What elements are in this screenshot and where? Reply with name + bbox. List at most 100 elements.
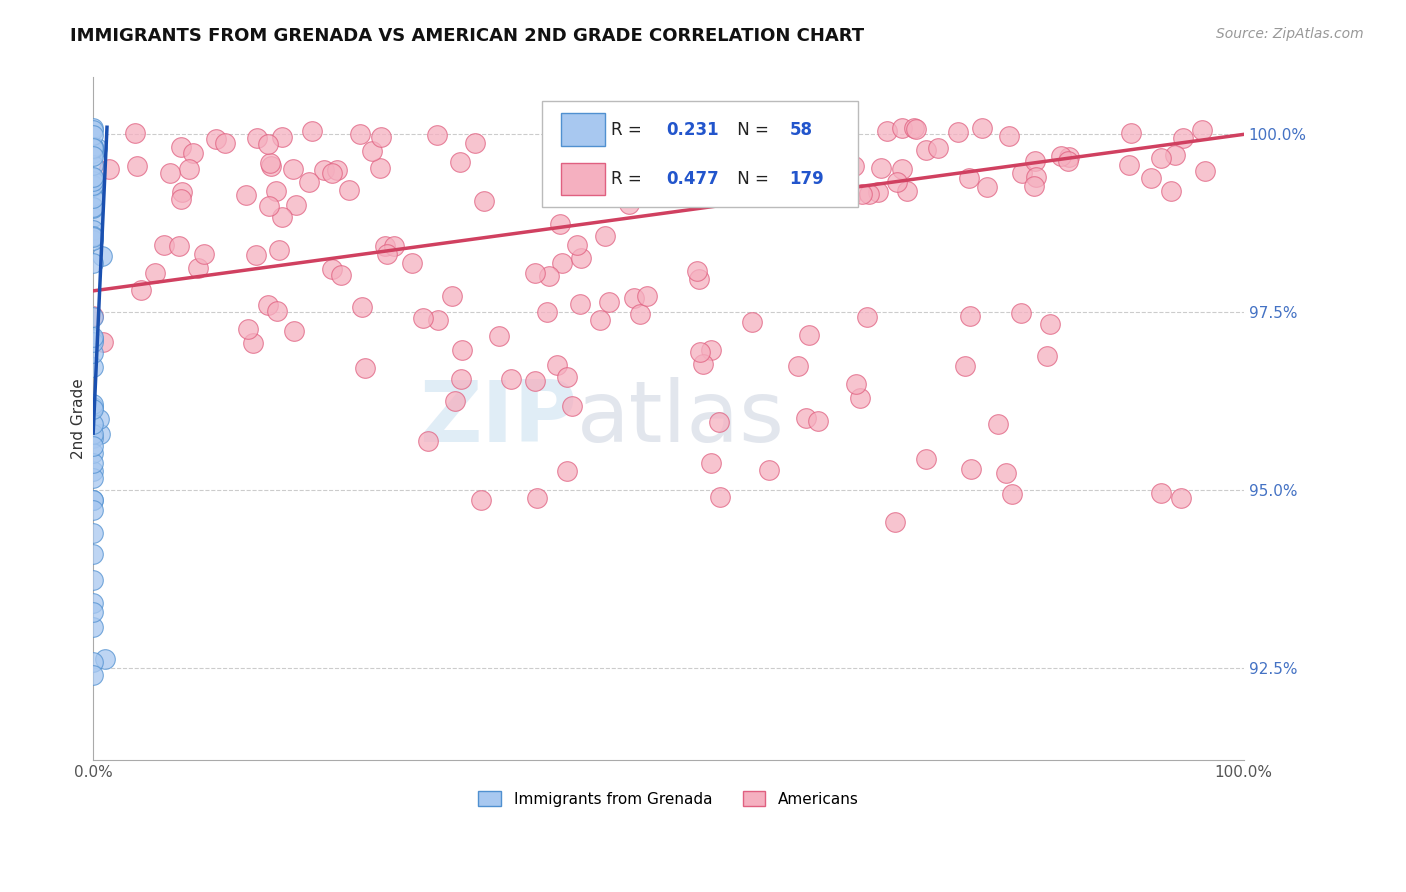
Point (589, 313, 612, 327)
Point (82, 402, 104, 417)
Point (891, 161, 914, 176)
Point (1150, 486, 1173, 500)
Point (267, 244, 290, 258)
Point (754, 145, 776, 160)
Point (720, 168, 742, 182)
Point (866, 186, 889, 200)
Point (758, 463, 780, 477)
Text: 0.231: 0.231 (666, 120, 718, 138)
Point (598, 294, 620, 309)
Point (1035, 349, 1057, 363)
Point (401, 256, 423, 270)
Point (1011, 165, 1033, 179)
Point (214, 136, 236, 150)
Point (1170, 491, 1192, 506)
Point (301, 123, 323, 137)
Point (565, 237, 588, 252)
Point (946, 125, 969, 139)
Point (752, 142, 775, 156)
Point (82, 310, 104, 324)
Point (782, 120, 804, 135)
Point (568, 297, 591, 311)
Text: Source: ZipAtlas.com: Source: ZipAtlas.com (1216, 27, 1364, 41)
Point (89, 426, 111, 441)
Point (807, 160, 830, 174)
Point (257, 199, 280, 213)
Point (350, 300, 373, 314)
Point (82, 128, 104, 143)
Point (312, 163, 335, 178)
Text: 179: 179 (789, 170, 824, 188)
Point (82, 171, 104, 186)
FancyBboxPatch shape (541, 102, 858, 207)
Point (82, 596, 104, 610)
Point (593, 229, 616, 244)
Point (368, 161, 391, 175)
Point (82, 123, 104, 137)
Point (904, 121, 927, 136)
Point (617, 196, 640, 211)
Point (628, 307, 651, 321)
Point (82, 191, 104, 205)
Point (82, 431, 104, 445)
Point (82, 397, 104, 411)
Point (257, 136, 280, 151)
Point (264, 184, 287, 198)
Point (82, 493, 104, 508)
Text: 58: 58 (789, 120, 813, 138)
Point (855, 310, 877, 324)
Point (384, 239, 406, 253)
Point (1010, 305, 1032, 319)
Point (676, 143, 699, 157)
Point (98, 162, 121, 177)
Point (995, 466, 1018, 480)
Point (82, 439, 104, 453)
Point (870, 161, 893, 176)
Point (953, 359, 976, 374)
Point (259, 156, 281, 170)
Point (1024, 153, 1046, 168)
Point (849, 391, 872, 405)
Point (741, 315, 763, 329)
Point (700, 456, 723, 470)
Point (82, 146, 104, 161)
Point (375, 247, 398, 261)
Point (790, 129, 813, 144)
Point (82, 210, 104, 224)
Point (266, 304, 288, 318)
Point (82, 655, 104, 669)
Point (561, 399, 583, 413)
Point (127, 159, 149, 173)
Point (488, 328, 510, 343)
Point (876, 123, 898, 137)
Point (998, 128, 1021, 143)
Point (354, 361, 377, 376)
Point (238, 322, 260, 336)
Point (450, 343, 472, 357)
Point (501, 372, 523, 386)
Point (586, 124, 609, 138)
Point (883, 516, 905, 530)
Point (82, 456, 104, 470)
Point (546, 358, 568, 372)
Point (1191, 122, 1213, 136)
Point (86, 141, 108, 155)
Point (444, 393, 467, 408)
Point (551, 255, 574, 269)
Point (152, 237, 174, 252)
Point (636, 289, 658, 303)
Point (536, 305, 558, 319)
Point (464, 136, 486, 150)
Point (82, 620, 104, 634)
Point (692, 357, 714, 371)
Point (82, 233, 104, 247)
Point (583, 132, 606, 146)
Point (82, 446, 104, 460)
Point (987, 417, 1010, 431)
Point (427, 313, 450, 327)
Point (794, 411, 817, 425)
Point (82, 471, 104, 485)
Point (1150, 151, 1173, 165)
Point (82, 345, 104, 359)
Point (548, 218, 571, 232)
